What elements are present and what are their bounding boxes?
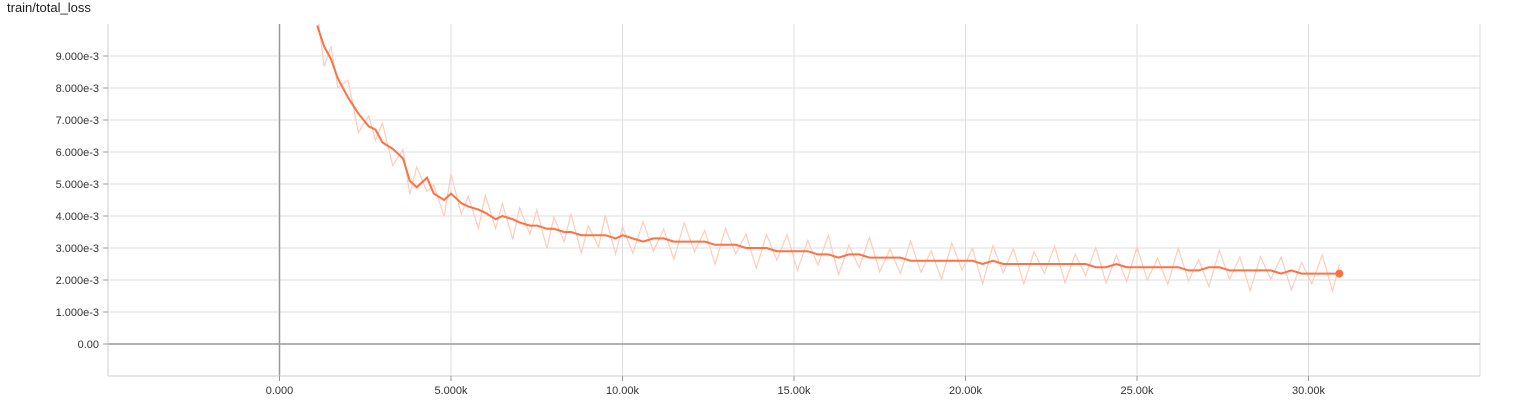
- x-tick-label: 0.000: [266, 385, 294, 397]
- axes: [103, 24, 1480, 381]
- y-tick-label: 7.000e-3: [56, 115, 99, 127]
- x-tick-label: 15.00k: [777, 385, 811, 397]
- y-tick-label: 6.000e-3: [56, 147, 99, 159]
- series-layer: [316, 24, 1344, 294]
- y-tick-label: 4.000e-3: [56, 211, 99, 223]
- chart-title: train/total_loss: [7, 0, 91, 15]
- y-tick-label: 2.000e-3: [56, 275, 99, 287]
- x-tick-label: 20.00k: [949, 385, 983, 397]
- x-tick-label: 30.00k: [1292, 385, 1326, 397]
- y-tick-label: 3.000e-3: [56, 243, 99, 255]
- tick-labels: 0.00 1.000e-3 2.000e-3 3.000e-3 4.000e-3 5.00…: [56, 51, 1326, 397]
- x-tick-label: 5.000k: [434, 385, 468, 397]
- x-tick-label: 25.00k: [1120, 385, 1154, 397]
- raw-series-line: [318, 24, 1340, 294]
- y-tick-label: 9.000e-3: [56, 51, 99, 63]
- x-tick-label: 10.00k: [606, 385, 640, 397]
- smoothed-series-line: [316, 25, 1340, 275]
- y-tick-label: 0.00: [78, 339, 99, 351]
- y-tick-label: 8.000e-3: [56, 83, 99, 95]
- y-tick-label: 5.000e-3: [56, 179, 99, 191]
- last-point-marker: [1335, 269, 1344, 278]
- grid-lines: [108, 24, 1481, 376]
- y-tick-label: 1.000e-3: [56, 307, 99, 319]
